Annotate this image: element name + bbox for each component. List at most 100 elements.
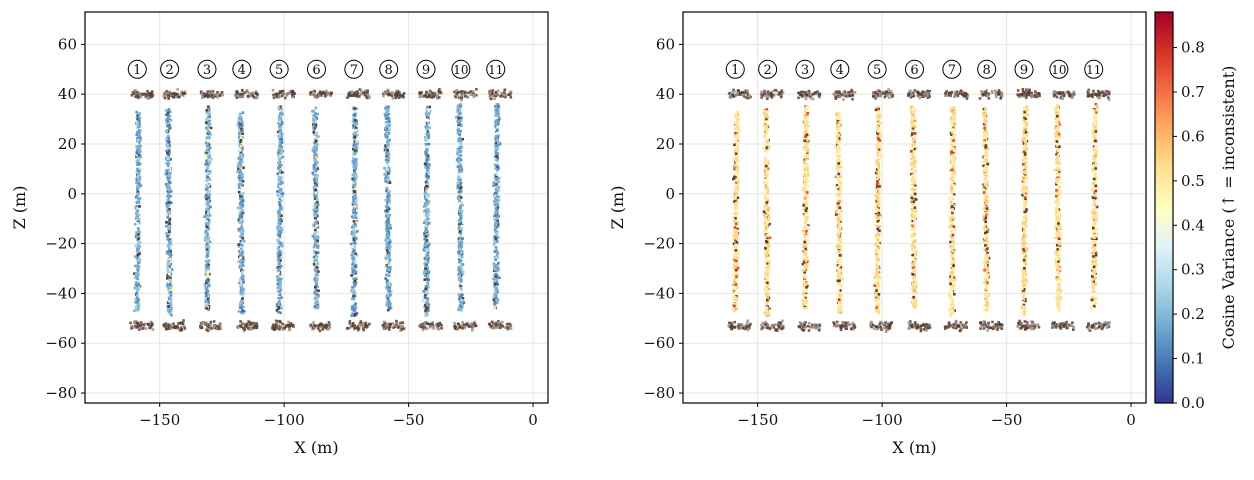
scatter-point [317, 270, 320, 273]
scatter-point [355, 161, 358, 164]
scatter-point-unscored [495, 93, 498, 96]
scatter-point-unscored [201, 97, 204, 100]
scatter-point [279, 185, 282, 188]
scatter-point-unscored [312, 321, 315, 324]
scatter-point-unscored [431, 323, 434, 326]
scatter-point [210, 127, 213, 130]
scatter-point-unscored [146, 90, 149, 93]
scatter-point [168, 127, 171, 130]
scatter-point [280, 177, 283, 180]
scatter-point [386, 161, 389, 164]
lane-label: 5 [275, 63, 283, 78]
scatter-point-unscored [168, 324, 171, 327]
scatter-point [280, 227, 283, 230]
scatter-point [206, 215, 209, 218]
scatter-point-unscored [211, 94, 214, 97]
scatter-point [385, 121, 388, 124]
scatter-point [242, 237, 245, 240]
scatter-point [166, 175, 169, 178]
scatter-point [388, 281, 391, 284]
scatter-point-unscored [139, 328, 142, 331]
scatter-point [239, 180, 242, 183]
scatter-point-unscored [489, 92, 492, 95]
scatter-point-unscored [217, 328, 220, 331]
scatter-point [209, 241, 212, 244]
scatter-point [166, 284, 169, 287]
scatter-point [313, 192, 316, 195]
scatter-point [460, 186, 463, 189]
scatter-point [496, 254, 499, 257]
scatter-point-unscored [280, 90, 283, 93]
scatter-point [353, 114, 356, 117]
scatter-point [241, 276, 244, 279]
scatter-point-unscored [282, 92, 285, 95]
scatter-point [425, 306, 428, 309]
scatter-point [240, 246, 243, 249]
scatter-point-unscored [510, 96, 513, 99]
scatter-point [427, 193, 430, 196]
scatter-point [205, 129, 208, 132]
scatter-point [427, 275, 430, 278]
scatter-point [205, 121, 208, 124]
scatter-point-unscored [368, 323, 371, 326]
scatter-point [242, 180, 245, 183]
scatter-point-unscored [207, 95, 210, 98]
scatter-point [426, 239, 429, 242]
scatter-point-unscored [255, 322, 258, 325]
scatter-point [356, 220, 359, 223]
scatter-point-unscored [210, 327, 213, 330]
scatter-point [384, 114, 387, 117]
scatter-point [167, 305, 170, 308]
scatter-point [280, 189, 283, 192]
scatter-point [205, 150, 208, 153]
scatter-point [355, 237, 358, 240]
scatter-point [239, 174, 242, 177]
scatter-point [460, 260, 463, 263]
scatter-point [427, 121, 430, 124]
scatter-point [134, 206, 137, 209]
scatter-point [136, 131, 139, 134]
scatter-point [276, 190, 279, 193]
scatter-point-unscored [388, 94, 391, 97]
scatter-point-unscored [239, 320, 242, 323]
scatter-point [278, 233, 281, 236]
scatter-point [353, 257, 356, 260]
scatter-point [240, 300, 243, 303]
scatter-point [735, 116, 738, 119]
scatter-point-unscored [173, 92, 176, 95]
scatter-point [139, 139, 142, 142]
scatter-point [425, 199, 428, 202]
scatter-point [355, 147, 358, 150]
scatter-point [355, 158, 358, 161]
scatter-point [165, 113, 168, 116]
scatter-point [311, 172, 314, 175]
scatter-point [460, 251, 463, 254]
scatter-point [427, 261, 430, 264]
scatter-point [168, 230, 171, 233]
scatter-point [208, 237, 211, 240]
scatter-point [352, 234, 355, 237]
scatter-point [137, 214, 140, 217]
scatter-points [129, 88, 512, 332]
scatter-point [315, 118, 318, 121]
scatter-point-unscored [242, 323, 245, 326]
scatter-point [136, 149, 139, 152]
scatter-point-unscored [272, 89, 275, 92]
scatter-point [138, 117, 141, 120]
scatter-point-unscored [425, 91, 428, 94]
scatter-point [138, 205, 141, 208]
scatter-point [389, 293, 392, 296]
scatter-point-unscored [221, 91, 224, 94]
scatter-point-unscored [129, 322, 132, 325]
scatter-point [165, 183, 168, 186]
scatter-point [166, 172, 169, 175]
scatter-point [356, 209, 359, 212]
scatter-point [165, 130, 168, 133]
scatter-point-unscored [172, 322, 175, 325]
scatter-point [278, 194, 281, 197]
scatter-point [167, 122, 170, 125]
scatter-point-unscored [509, 93, 512, 96]
scatter-point [241, 124, 244, 127]
scatter-point [354, 223, 357, 226]
scatter-point-unscored [184, 327, 187, 330]
